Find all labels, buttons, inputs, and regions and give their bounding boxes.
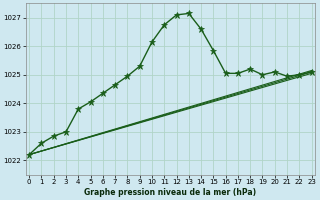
- X-axis label: Graphe pression niveau de la mer (hPa): Graphe pression niveau de la mer (hPa): [84, 188, 256, 197]
